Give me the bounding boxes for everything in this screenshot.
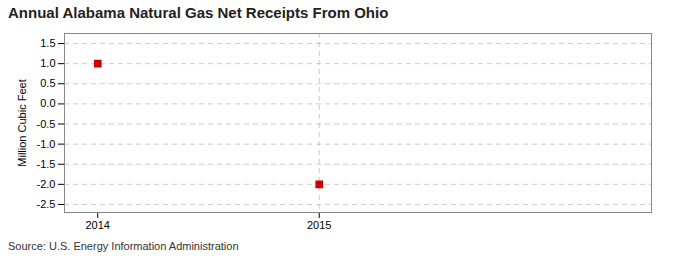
svg-text:-2.0: -2.0 bbox=[37, 178, 56, 190]
svg-text:-2.5: -2.5 bbox=[37, 198, 56, 210]
svg-text:Million Cubic Feet: Million Cubic Feet bbox=[16, 79, 28, 166]
html-text:Annual Alabama Natural Gas Net: Annual Alabama Natural Gas Net Receipts … bbox=[8, 4, 389, 21]
svg-text:-1.5: -1.5 bbox=[37, 158, 56, 170]
html-text:Source: U.S. Energy Informatio: Source: U.S. Energy Information Administ… bbox=[8, 240, 239, 252]
svg-text:-1.0: -1.0 bbox=[37, 138, 56, 150]
svg-text:1.0: 1.0 bbox=[40, 57, 55, 69]
svg-text:0.0: 0.0 bbox=[40, 97, 55, 109]
svg-text:0.5: 0.5 bbox=[40, 77, 55, 89]
svg-text:2015: 2015 bbox=[307, 219, 331, 231]
svg-text:1.5: 1.5 bbox=[40, 37, 55, 49]
svg-text:-0.5: -0.5 bbox=[37, 118, 56, 130]
svg-text:2014: 2014 bbox=[85, 219, 109, 231]
